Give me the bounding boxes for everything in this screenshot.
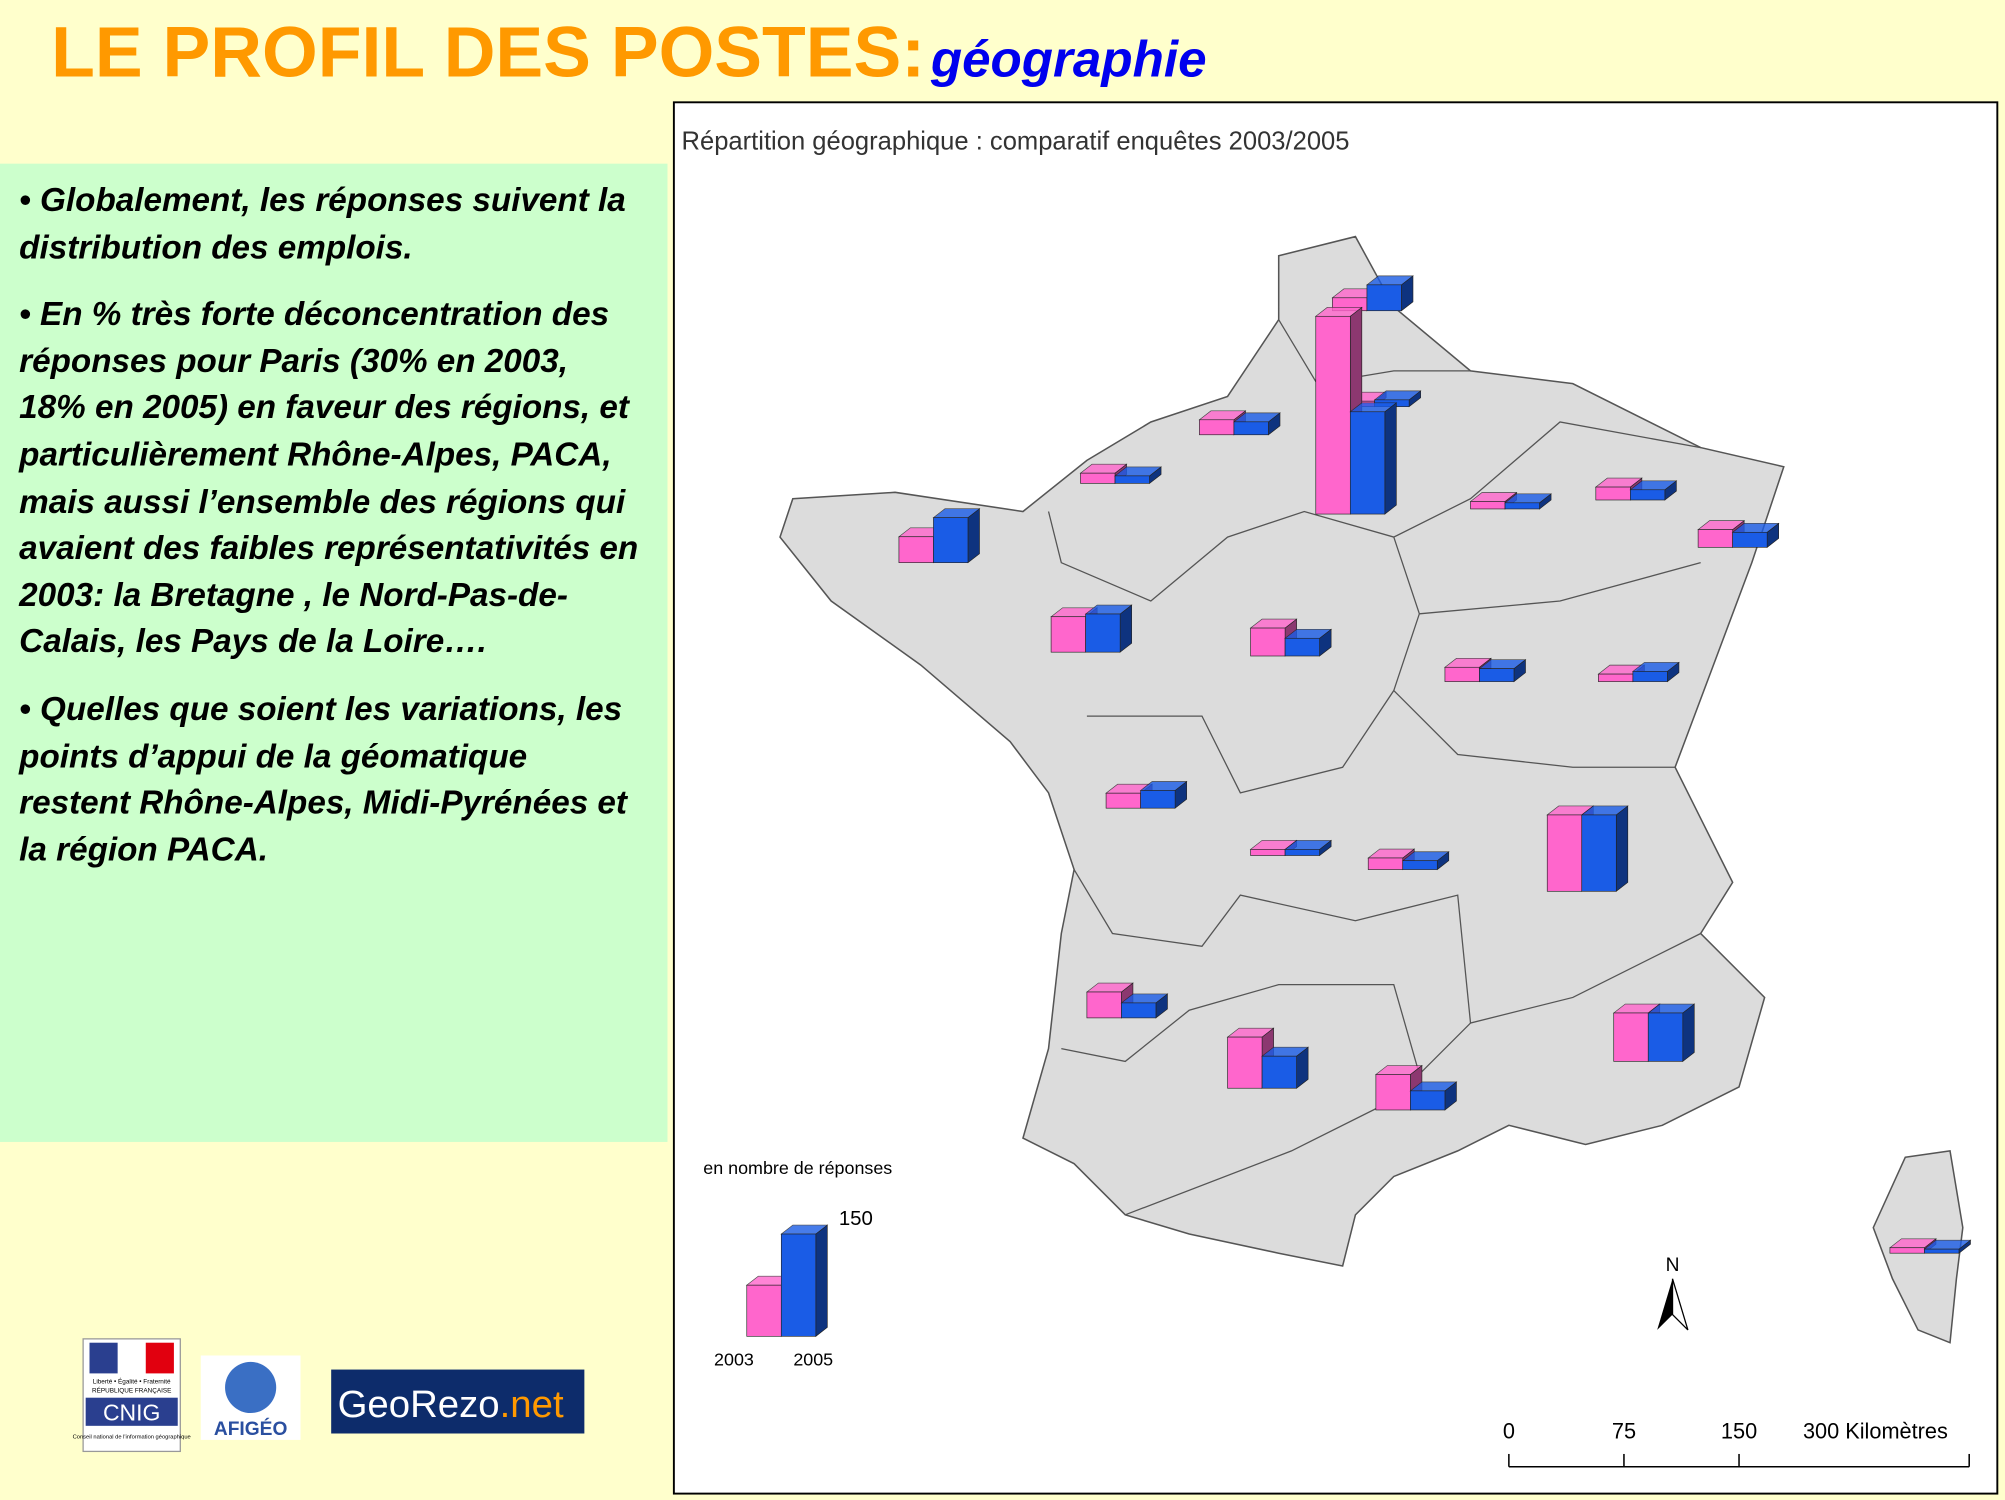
legend-label: 2003	[714, 1350, 754, 1370]
bar	[1349, 411, 1386, 515]
logo-text: GeoRezo	[338, 1383, 500, 1426]
logo-georezo: GeoRezo.net	[331, 1369, 585, 1434]
bar	[1199, 419, 1235, 436]
legend-title: en nombre de réponses	[703, 1158, 892, 1178]
logo-text: Liberté • Égalité • Fraternité	[93, 1377, 171, 1386]
bar	[933, 517, 969, 563]
bar	[746, 1284, 782, 1337]
logo-text: .net	[500, 1383, 564, 1426]
bar-side	[1384, 402, 1397, 515]
bar	[1085, 613, 1121, 653]
bar-side	[967, 508, 980, 564]
logo-text: RÉPUBLIQUE FRANÇAISE	[92, 1386, 171, 1395]
globe	[225, 1361, 277, 1414]
bar-side	[1682, 1003, 1695, 1063]
logo-afigeo: AFIGÉO	[200, 1355, 301, 1440]
bar	[1479, 668, 1515, 682]
bar	[1250, 849, 1286, 856]
bar	[1732, 531, 1768, 548]
logo-box	[331, 1369, 585, 1434]
bar	[1630, 489, 1666, 501]
logo-cnig: Liberté • Égalité • Fraternité RÉPUBLIQU…	[73, 1338, 191, 1453]
bullet: • En % très forte déconcentration des ré…	[19, 294, 639, 661]
bar	[1470, 501, 1506, 510]
bar	[780, 1233, 817, 1337]
title-main: LE PROFIL DES POSTES:	[51, 11, 926, 93]
bar	[1504, 502, 1540, 510]
bar	[1581, 814, 1617, 892]
bar	[1410, 1090, 1446, 1111]
bar	[1284, 637, 1320, 657]
bar	[898, 536, 934, 563]
region-border	[1125, 1099, 1395, 1216]
map-title: Répartition géographique : comparatif en…	[682, 128, 1350, 156]
bar	[1121, 1002, 1157, 1019]
logo-text: GeoRezo.net	[338, 1383, 564, 1426]
bar	[1647, 1012, 1684, 1062]
region-border	[1047, 510, 1421, 794]
bar	[1598, 673, 1634, 682]
text-panel: • Globalement, les réponses suivent la d…	[0, 163, 668, 1142]
bar	[1086, 991, 1122, 1019]
arrow-half	[1671, 1278, 1689, 1331]
bullet: • Globalement, les réponses suivent la d…	[19, 180, 626, 266]
logo-text: AFIGÉO	[214, 1418, 288, 1440]
region-border	[1393, 421, 1701, 538]
bar	[1375, 1074, 1411, 1111]
bar	[1366, 284, 1402, 312]
bar	[1080, 472, 1116, 484]
north-label: N	[1666, 1255, 1680, 1276]
bar	[1595, 486, 1631, 501]
title-sub: géographie	[930, 31, 1207, 89]
bar	[1889, 1247, 1925, 1254]
legend-label: 2005	[793, 1350, 833, 1370]
bar	[1050, 616, 1086, 653]
scale-label: 300 Kilomètres	[1803, 1419, 1948, 1444]
bar	[1632, 671, 1668, 682]
title: LE PROFIL DES POSTES: géographie	[51, 10, 1206, 93]
bar	[1261, 1055, 1297, 1089]
flag-blue	[89, 1342, 118, 1374]
bar	[1284, 849, 1320, 856]
flag-red	[145, 1342, 174, 1374]
bar	[1233, 421, 1269, 436]
cnig-band	[85, 1397, 178, 1426]
bar-side	[1615, 805, 1629, 892]
bar	[1114, 475, 1150, 484]
region-border	[1073, 869, 1701, 1024]
bar	[1140, 790, 1176, 809]
scale-label: 0	[1503, 1419, 1515, 1444]
region-border	[1419, 562, 1701, 615]
bar	[1367, 857, 1404, 870]
arrow-half	[1657, 1278, 1673, 1330]
logo-text: Conseil national de l'information géogra…	[73, 1435, 191, 1441]
bar	[1697, 529, 1733, 548]
bar	[1250, 627, 1286, 657]
legend-value-label: 150	[839, 1207, 873, 1230]
logo-text: CNIG	[103, 1400, 160, 1426]
bar	[1444, 666, 1480, 682]
bar	[1227, 1036, 1263, 1089]
bar-side	[815, 1224, 828, 1337]
bar	[1402, 860, 1438, 870]
bar	[1105, 792, 1141, 809]
region-border	[1393, 690, 1676, 768]
bar	[1924, 1248, 1960, 1254]
bar	[1315, 315, 1351, 515]
scale-label: 75	[1612, 1419, 1636, 1444]
scale-label: 150	[1721, 1419, 1757, 1444]
north-arrow: N	[1657, 1255, 1689, 1331]
bar	[1546, 814, 1583, 892]
bar	[1613, 1012, 1649, 1062]
bullet: • Quelles que soient les variations, les…	[19, 689, 628, 868]
